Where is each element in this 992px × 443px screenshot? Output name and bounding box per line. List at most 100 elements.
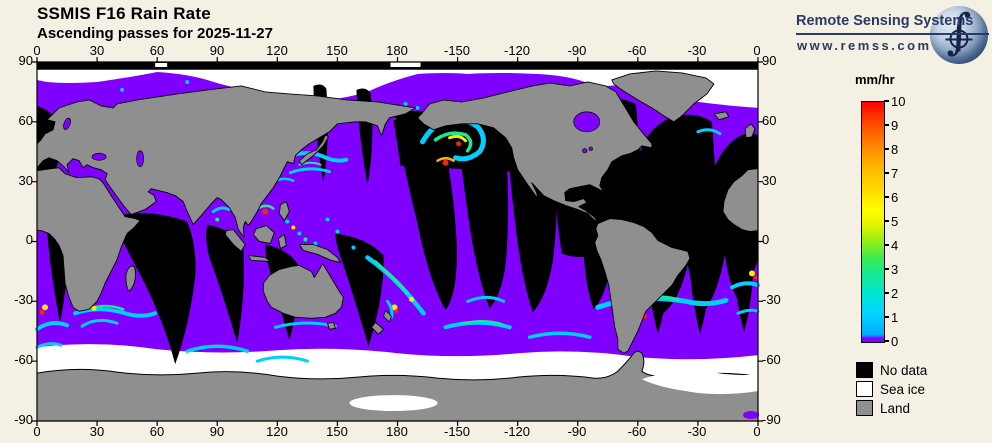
- lat-tick-right: 90: [762, 53, 777, 68]
- colorbar-tick: 5: [884, 214, 898, 229]
- colorbar-tick: 7: [884, 166, 898, 181]
- land-tasmania: [326, 321, 336, 330]
- lon-tick-bottom: -30: [687, 424, 707, 439]
- great-lakes: [588, 146, 593, 151]
- colorbar-tick: 4: [884, 238, 898, 253]
- land-greenland: [611, 70, 715, 123]
- lon-tick-bottom: 30: [89, 424, 105, 439]
- lon-tick-top: 0: [33, 43, 41, 58]
- colorbar-tick: 3: [884, 262, 898, 277]
- inland-water-layer: [63, 111, 601, 168]
- land-uk: [744, 123, 756, 139]
- lon-tick-bottom: 60: [149, 424, 165, 439]
- lon-tick-bottom: 150: [326, 424, 348, 439]
- hudson-bay: [573, 111, 601, 133]
- colorbar-tick: 8: [884, 142, 898, 157]
- lat-tick-left: 60: [18, 113, 33, 128]
- land-japan: [298, 134, 329, 166]
- bottom-right-ocean-notch: [742, 411, 760, 420]
- land-africa: [36, 167, 141, 312]
- legend-label: No data: [880, 362, 928, 378]
- land-australia: [262, 262, 344, 319]
- lon-tick-bottom: -150: [443, 424, 471, 439]
- lon-tick-bottom: 90: [209, 424, 225, 439]
- lon-tick-top: -120: [503, 43, 531, 58]
- colorbar-tick: 9: [884, 118, 898, 133]
- lat-tick-right: -60: [762, 352, 781, 367]
- crosshair-icon: [949, 29, 969, 49]
- lat-tick-right: 30: [762, 173, 777, 188]
- lon-tick-bottom: 180: [386, 424, 408, 439]
- brand-website: www.remss.com: [797, 38, 932, 53]
- lat-tick-right: -30: [762, 292, 781, 307]
- lon-tick-top: 30: [89, 43, 105, 58]
- no-data-swatch: [856, 362, 873, 378]
- land-nz-south: [371, 321, 384, 335]
- great-lakes: [582, 148, 588, 154]
- legend-label: Sea ice: [880, 381, 926, 397]
- land-iceland: [713, 111, 730, 121]
- land-layer: [36, 70, 759, 354]
- lat-tick-right: -90: [762, 412, 781, 427]
- remss-logo: ∫ Remote Sensing Systems www.remss.com: [788, 4, 990, 64]
- land-philippines: [278, 201, 290, 222]
- axis-ticks: [31, 57, 764, 426]
- antarctic-ice-shelf-layer: [349, 371, 758, 412]
- colorbar-tick: 10: [884, 94, 905, 109]
- lon-tick-top: -90: [567, 43, 587, 58]
- land-antarctica: [36, 350, 759, 422]
- land-madagascar: [125, 265, 137, 291]
- land-nz-north: [383, 309, 392, 323]
- lon-tick-bottom: -60: [627, 424, 647, 439]
- lon-tick-top: -60: [627, 43, 647, 58]
- lon-tick-top: -150: [443, 43, 471, 58]
- lat-tick-left: -90: [14, 412, 33, 427]
- world-map: [31, 57, 764, 426]
- lon-tick-top: 180: [386, 43, 408, 58]
- polar-no-data-bar: [37, 62, 758, 69]
- lat-tick-right: 0: [762, 232, 770, 247]
- land-java: [247, 255, 271, 262]
- land-eurasia: [36, 85, 416, 238]
- legend-row-sea-ice: Sea ice: [856, 380, 927, 398]
- map-legend: No data Sea ice Land: [856, 361, 927, 418]
- brand-name: Remote Sensing Systems: [796, 13, 990, 35]
- lat-tick-right: 60: [762, 113, 777, 128]
- land-west-africa: [722, 168, 759, 232]
- lon-tick-top: 60: [149, 43, 165, 58]
- colorbar-unit-label: mm/hr: [855, 72, 895, 87]
- lon-tick-bottom: 0: [33, 424, 41, 439]
- colorbar-tick: 1: [884, 310, 898, 325]
- legend-label: Land: [880, 400, 911, 416]
- lon-tick-top: 0: [753, 43, 761, 58]
- colorbar-tick: 0: [884, 334, 898, 349]
- lon-tick-bottom: 0: [753, 424, 761, 439]
- lat-tick-left: 30: [18, 173, 33, 188]
- lon-tick-bottom: -90: [567, 424, 587, 439]
- legend-row-no-data: No data: [856, 361, 927, 379]
- page-subtitle: Ascending passes for 2025-11-27: [37, 25, 273, 42]
- land-sulawesi: [277, 234, 287, 249]
- land-sumatra: [224, 229, 246, 252]
- lon-tick-top: -30: [687, 43, 707, 58]
- lon-tick-bottom: -120: [503, 424, 531, 439]
- land-swatch: [856, 400, 873, 416]
- sea-ice-swatch: [856, 381, 873, 397]
- baltic-sea: [63, 117, 71, 130]
- black-sea: [91, 152, 107, 161]
- globe-with-integral-icon: ∫: [930, 6, 988, 64]
- lon-tick-top: 120: [266, 43, 288, 58]
- lat-tick-left: -60: [14, 352, 33, 367]
- lon-tick-top: 90: [209, 43, 225, 58]
- lon-tick-bottom: 120: [266, 424, 288, 439]
- lat-tick-left: 0: [25, 232, 33, 247]
- colorbar-tick: 6: [884, 190, 898, 205]
- land-borneo: [252, 225, 275, 244]
- lat-tick-left: -30: [14, 292, 33, 307]
- legend-row-land: Land: [856, 399, 927, 417]
- lat-tick-left: 90: [18, 53, 33, 68]
- land-new-guinea: [298, 244, 341, 263]
- page-title: SSMIS F16 Rain Rate: [37, 4, 211, 23]
- caspian-sea: [136, 150, 144, 168]
